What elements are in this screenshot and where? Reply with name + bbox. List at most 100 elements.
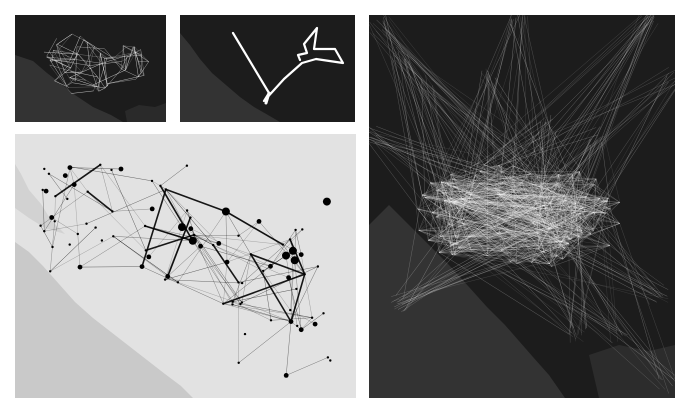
network-edge (521, 182, 533, 208)
network-edge (73, 184, 79, 235)
network-edge (484, 164, 606, 214)
network-edge (585, 209, 620, 224)
network-edge (450, 208, 611, 246)
network-edge (372, 23, 594, 231)
network-edge (501, 250, 550, 264)
network-edge (418, 182, 522, 231)
network-edge (449, 184, 561, 202)
network-edge (450, 195, 566, 245)
network-edge (53, 49, 79, 55)
network-edge (440, 236, 565, 249)
network-edge (455, 236, 563, 242)
network-edge (475, 175, 597, 180)
network-edge (481, 72, 594, 213)
network-edge (452, 178, 545, 206)
network-edge (421, 194, 472, 251)
network-node (86, 190, 89, 193)
network-edge (469, 194, 539, 234)
network-edge (496, 185, 540, 195)
network-edge (454, 201, 495, 216)
network-edge (468, 201, 563, 242)
network-node (149, 206, 155, 212)
network-edge (451, 201, 470, 255)
network-edge (42, 189, 45, 232)
network-edge (535, 194, 539, 249)
network-edge (619, 223, 675, 380)
network-edge (450, 244, 618, 334)
network-edge (461, 188, 548, 200)
network-edge (513, 165, 611, 210)
network-edge (523, 15, 567, 201)
network-edge (538, 128, 544, 249)
network-edge (430, 182, 553, 229)
network-edge (530, 173, 539, 234)
network-edge (48, 38, 57, 52)
network-edge (548, 174, 573, 228)
network-edge (544, 205, 565, 249)
network-edge (468, 20, 653, 203)
network-edge (402, 254, 455, 312)
network-edge (417, 208, 563, 242)
network-edge (479, 171, 572, 240)
network-edge (453, 185, 559, 228)
network-edge (527, 16, 539, 249)
network-edge (495, 188, 557, 257)
network-edge (165, 261, 228, 280)
network-edge (533, 200, 608, 224)
network-edge (100, 164, 113, 212)
network-edge (270, 229, 296, 267)
network-edge (450, 212, 527, 246)
network-edge (461, 199, 652, 295)
network-node (85, 222, 88, 225)
network-edge (241, 266, 319, 303)
network-edge (125, 47, 134, 70)
network-edge (289, 239, 306, 275)
network-edge (417, 189, 439, 210)
network-node (110, 168, 113, 172)
network-edge (454, 195, 566, 202)
network-edge (436, 190, 440, 253)
network-edge (213, 244, 264, 272)
network-edge (503, 121, 547, 183)
network-edge (479, 183, 498, 192)
network-edge (440, 233, 499, 237)
network-edge (532, 206, 583, 231)
network-edge (432, 212, 540, 216)
network-edge (112, 208, 153, 212)
network-edge (547, 188, 592, 235)
network-edge (452, 194, 470, 203)
network-edge (440, 178, 453, 237)
network-edge (375, 142, 485, 166)
network-edge (449, 201, 583, 233)
network-edge (601, 141, 611, 209)
network-edge (448, 183, 480, 225)
network-edge (270, 317, 313, 321)
route-branch (264, 91, 271, 105)
network-edge (401, 218, 547, 302)
network-edge (424, 197, 452, 245)
network-edge (509, 19, 651, 218)
land-shape (180, 33, 280, 122)
network-edge (575, 143, 596, 204)
network-edge (441, 181, 537, 195)
network-edge (92, 84, 99, 92)
network-edge (558, 174, 620, 224)
network-edge (440, 185, 454, 237)
network-edge (440, 203, 551, 237)
network-edge (113, 236, 168, 277)
network-edge (453, 185, 569, 245)
network-edge (441, 181, 600, 199)
network-edge (562, 232, 583, 242)
network-node (159, 184, 162, 187)
network-edge (605, 213, 610, 246)
network-edges (369, 15, 675, 394)
network-edge (497, 165, 514, 192)
network-edge (453, 185, 550, 264)
network-edge (428, 228, 553, 241)
network-edge (190, 228, 233, 305)
network-edge (450, 201, 456, 246)
network-edge (471, 184, 595, 251)
network-node (312, 321, 318, 327)
network-edge (544, 183, 559, 206)
network-edge (424, 197, 583, 231)
